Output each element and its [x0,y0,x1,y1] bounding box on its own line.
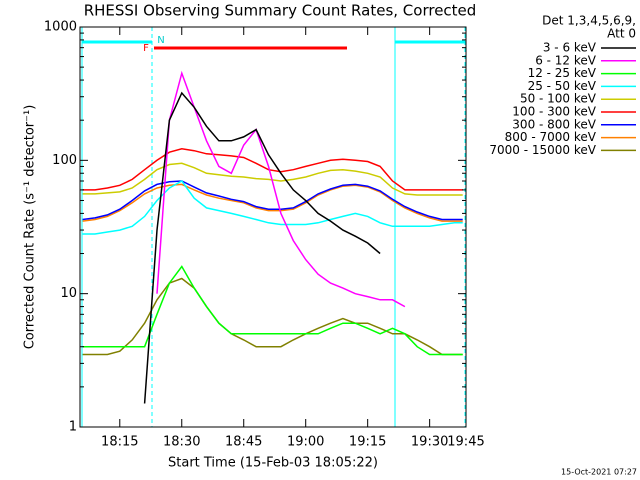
night-label: N [157,35,164,46]
series-line [82,180,463,235]
legend-label: 800 - 7000 keV [505,130,597,144]
legend-label: 50 - 100 keV [520,92,597,106]
legend-label: 100 - 300 keV [512,105,596,119]
legend-label: 12 - 25 keV [528,66,597,80]
series-line [82,277,463,356]
attenuator-label: Att 0 [607,27,636,41]
x-tick-label: 18:30 [163,435,200,450]
legend-label: 25 - 50 keV [528,79,597,93]
flare-label: F [143,43,149,54]
x-tick-label: 19:45 [447,435,484,450]
x-tick-label: 19:15 [349,435,386,450]
timestamp: 15-Oct-2021 07:27 [561,468,637,477]
series-line [82,183,463,222]
legend-label: 7000 - 15000 keV [489,143,596,157]
series-line [82,148,463,191]
chart-title: RHESSI Observing Summary Count Rates, Co… [84,2,477,20]
legend-label: 3 - 6 keV [543,41,597,55]
series-line [156,70,406,308]
x-tick-label: 18:45 [225,435,262,450]
x-tick-label: 19:00 [287,435,324,450]
x-tick-label: 19:30 [411,435,448,450]
series-line [82,265,463,356]
series-line [143,91,381,404]
x-axis-label: Start Time (15-Feb-03 18:05:22) [168,456,378,471]
y-tick-label: 1 [69,420,77,435]
series-line [82,162,463,196]
y-tick-label: 10 [60,286,77,301]
plot-frame [79,26,467,428]
detector-label: Det 1,3,4,5,6,9, [542,14,636,28]
y-tick-label: 100 [52,153,77,168]
y-axis-label: Corrected Count Rate (s⁻¹ detector⁻¹) [23,105,38,350]
legend-label: 300 - 800 keV [512,117,596,131]
legend-label: 6 - 12 keV [535,53,597,67]
y-tick-label: 1000 [44,20,77,35]
x-tick-label: 18:15 [101,435,138,450]
series-line [82,180,463,221]
